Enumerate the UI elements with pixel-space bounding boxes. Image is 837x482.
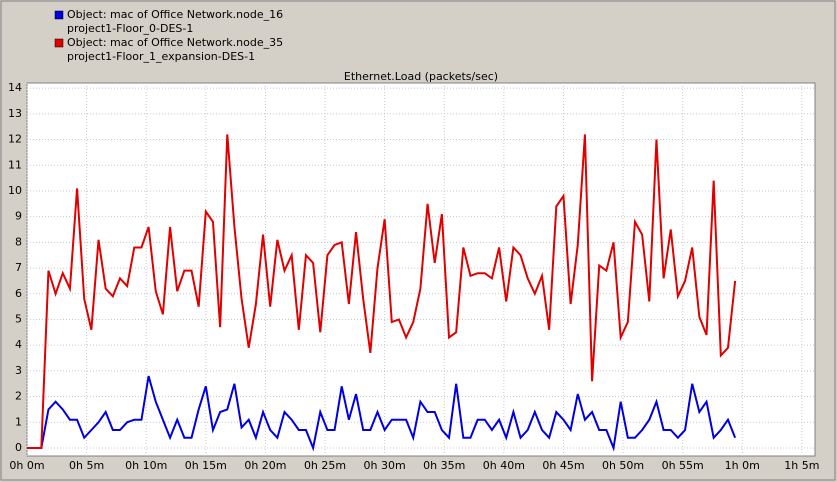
y-tick-label: 8	[15, 235, 22, 248]
y-tick-label: 9	[15, 210, 22, 223]
y-tick-label: 7	[15, 261, 22, 274]
x-tick-label: 0h 35m	[423, 459, 465, 472]
legend-swatch	[54, 38, 64, 48]
series-line	[27, 375, 737, 452]
y-tick-label: 10	[8, 184, 22, 197]
y-tick-label: 2	[15, 390, 22, 403]
legend-swatch	[54, 10, 64, 20]
y-tick-label: 14	[8, 81, 22, 94]
x-tick-label: 0h 40m	[483, 459, 525, 472]
chart-title: Ethernet.Load (packets/sec)	[344, 70, 498, 83]
y-tick-label: 1	[15, 415, 22, 428]
legend-label: Object: mac of Office Network.node_35	[67, 36, 283, 49]
x-tick-label: 0h 25m	[304, 459, 346, 472]
x-tick-label: 0h 15m	[185, 459, 227, 472]
x-tick-label: 0h 10m	[125, 459, 167, 472]
y-tick-label: 3	[15, 364, 22, 377]
y-tick-label: 13	[8, 107, 22, 120]
y-tick-label: 0	[15, 441, 22, 454]
x-tick-label: 0h 0m	[9, 459, 44, 472]
y-tick-label: 11	[8, 158, 22, 171]
legend-label: Object: mac of Office Network.node_16	[67, 8, 283, 21]
x-tick-label: 0h 5m	[69, 459, 104, 472]
legend-scenario: project1-Floor_0-DES-1	[67, 22, 193, 35]
y-tick-label: 6	[15, 287, 22, 300]
x-tick-label: 0h 20m	[244, 459, 286, 472]
x-tick-label: 1h 0m	[725, 459, 760, 472]
x-tick-label: 0h 50m	[602, 459, 644, 472]
y-tick-label: 5	[15, 312, 22, 325]
y-tick-label: 4	[15, 338, 22, 351]
x-tick-label: 1h 5m	[784, 459, 819, 472]
x-tick-label: 0h 30m	[364, 459, 406, 472]
x-tick-label: 0h 45m	[542, 459, 584, 472]
legend-scenario: project1-Floor_1_expansion-DES-1	[67, 50, 255, 63]
y-tick-label: 12	[8, 133, 22, 146]
series-line	[27, 134, 737, 449]
plot-area	[26, 82, 816, 457]
x-tick-label: 0h 55m	[662, 459, 704, 472]
